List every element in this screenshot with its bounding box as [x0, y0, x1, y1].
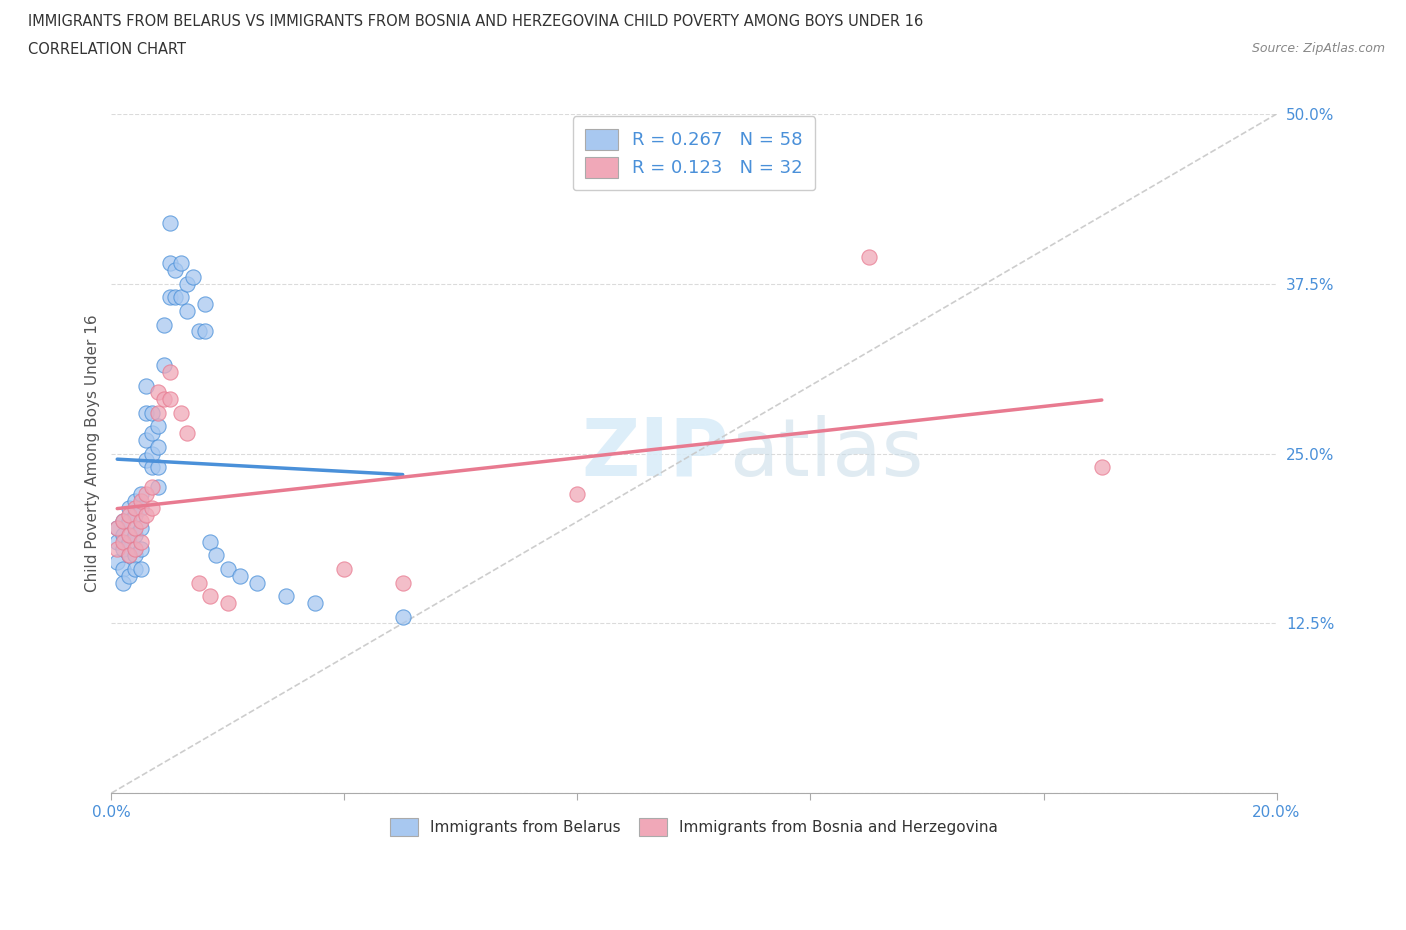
- Point: [129, 521, 152, 536]
- Point: [129, 535, 152, 550]
- Point: [118, 527, 141, 542]
- Point: [141, 426, 163, 441]
- Point: [159, 290, 181, 305]
- Point: [124, 507, 146, 522]
- Point: [176, 276, 198, 291]
- Point: [146, 385, 169, 400]
- Point: [153, 317, 176, 332]
- Point: [135, 486, 157, 501]
- Point: [159, 392, 181, 406]
- Point: [105, 521, 128, 536]
- Point: [333, 562, 356, 577]
- Text: IMMIGRANTS FROM BELARUS VS IMMIGRANTS FROM BOSNIA AND HERZEGOVINA CHILD POVERTY : IMMIGRANTS FROM BELARUS VS IMMIGRANTS FR…: [28, 14, 924, 29]
- Point: [159, 365, 181, 379]
- Point: [105, 521, 128, 536]
- Point: [118, 507, 141, 522]
- Point: [187, 324, 209, 339]
- Point: [304, 595, 326, 610]
- Point: [129, 494, 152, 509]
- Point: [112, 535, 135, 550]
- Point: [153, 392, 176, 406]
- Point: [129, 562, 152, 577]
- Point: [141, 480, 163, 495]
- Point: [176, 426, 198, 441]
- Point: [118, 535, 141, 550]
- Point: [181, 270, 204, 285]
- Point: [205, 548, 228, 563]
- Point: [129, 486, 152, 501]
- Point: [141, 500, 163, 515]
- Point: [112, 527, 135, 542]
- Point: [170, 405, 193, 420]
- Point: [118, 514, 141, 529]
- Point: [105, 535, 128, 550]
- Point: [391, 575, 413, 590]
- Point: [170, 256, 193, 271]
- Text: atlas: atlas: [728, 415, 924, 493]
- Point: [129, 541, 152, 556]
- Point: [276, 589, 298, 604]
- Point: [112, 562, 135, 577]
- Point: [217, 595, 239, 610]
- Point: [146, 439, 169, 454]
- Point: [124, 541, 146, 556]
- Point: [129, 500, 152, 515]
- Point: [228, 568, 250, 583]
- Text: CORRELATION CHART: CORRELATION CHART: [28, 42, 186, 57]
- Point: [135, 405, 157, 420]
- Point: [118, 500, 141, 515]
- Point: [112, 541, 135, 556]
- Point: [118, 548, 141, 563]
- Point: [200, 535, 222, 550]
- Point: [135, 453, 157, 468]
- Point: [246, 575, 269, 590]
- Point: [124, 521, 146, 536]
- Point: [112, 575, 135, 590]
- Point: [194, 297, 217, 312]
- Point: [124, 562, 146, 577]
- Point: [567, 486, 589, 501]
- Point: [176, 303, 198, 318]
- Legend: Immigrants from Belarus, Immigrants from Bosnia and Herzegovina: Immigrants from Belarus, Immigrants from…: [380, 807, 1008, 846]
- Point: [124, 527, 146, 542]
- Point: [129, 514, 152, 529]
- Point: [124, 500, 146, 515]
- Point: [165, 263, 187, 278]
- Point: [105, 555, 128, 570]
- Point: [135, 379, 157, 393]
- Text: ZIP: ZIP: [582, 415, 728, 493]
- Point: [1091, 459, 1114, 474]
- Text: Source: ZipAtlas.com: Source: ZipAtlas.com: [1251, 42, 1385, 55]
- Point: [165, 290, 187, 305]
- Point: [159, 215, 181, 230]
- Point: [105, 541, 128, 556]
- Point: [200, 589, 222, 604]
- Point: [159, 256, 181, 271]
- Point: [124, 548, 146, 563]
- Point: [112, 514, 135, 529]
- Point: [170, 290, 193, 305]
- Point: [858, 249, 880, 264]
- Point: [124, 494, 146, 509]
- Point: [187, 575, 209, 590]
- Point: [118, 568, 141, 583]
- Point: [118, 548, 141, 563]
- Point: [135, 507, 157, 522]
- Point: [153, 358, 176, 373]
- Point: [194, 324, 217, 339]
- Point: [146, 418, 169, 433]
- Point: [112, 514, 135, 529]
- Y-axis label: Child Poverty Among Boys Under 16: Child Poverty Among Boys Under 16: [86, 314, 100, 592]
- Point: [141, 405, 163, 420]
- Point: [217, 562, 239, 577]
- Point: [135, 432, 157, 447]
- Point: [141, 459, 163, 474]
- Point: [146, 405, 169, 420]
- Point: [146, 459, 169, 474]
- Point: [141, 446, 163, 461]
- Point: [391, 609, 413, 624]
- Point: [146, 480, 169, 495]
